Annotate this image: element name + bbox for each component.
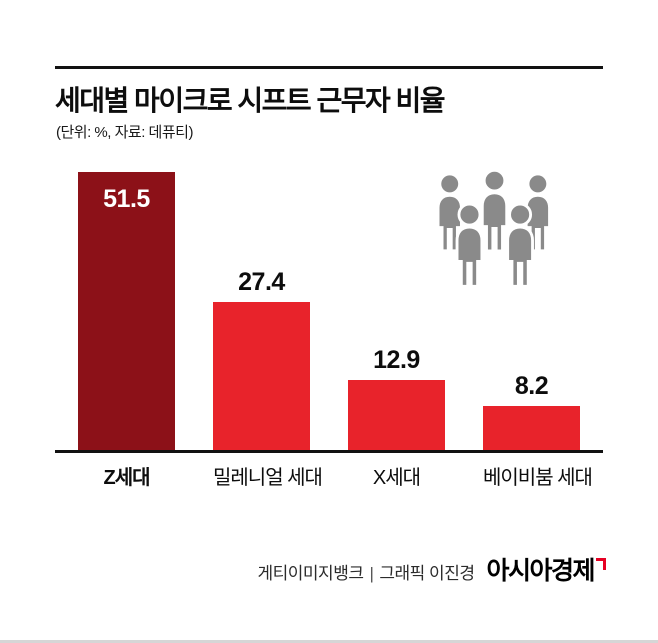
- chart-subtitle: (단위: %, 자료: 데퓨티): [56, 124, 193, 141]
- category-cell: X세대: [348, 461, 445, 490]
- bar: [483, 406, 580, 450]
- graphic-credit: 그래픽 이진경: [379, 564, 475, 583]
- category-cell: 베이비붐 세대: [483, 461, 593, 490]
- bars: 51.5 27.4 12.9 8.2: [55, 168, 603, 450]
- bar: [213, 302, 310, 450]
- publisher-logo: 아시아경제: [486, 551, 606, 587]
- category-label: Z세대: [103, 467, 150, 489]
- bar-group: 51.5: [78, 172, 175, 450]
- bar: [348, 380, 445, 450]
- category-label: 베이비붐 세대: [483, 467, 593, 489]
- category-labels: Z세대 밀레니얼 세대 X세대 베이비붐 세대: [55, 461, 603, 490]
- bar-group: 8.2: [483, 372, 580, 450]
- bar-value-label: 51.5: [103, 185, 150, 213]
- logo-mark-icon: [596, 558, 606, 570]
- bar: 51.5: [78, 172, 175, 450]
- category-label: 밀레니얼 세대: [213, 467, 323, 489]
- chart-title: 세대별 마이크로 시프트 근무자 비율: [55, 85, 446, 116]
- bar-group: 27.4: [213, 268, 310, 450]
- footer: 게티이미지뱅크 | 그래픽 이진경 아시아경제: [0, 551, 606, 587]
- x-axis-baseline: [55, 450, 603, 453]
- bar-value-label: 27.4: [238, 268, 285, 296]
- people-group-icon: [436, 170, 551, 288]
- bar-group: 12.9: [348, 346, 445, 450]
- bar-value-label: 12.9: [373, 346, 420, 374]
- category-cell: 밀레니얼 세대: [213, 461, 323, 490]
- category-label: X세대: [372, 467, 421, 489]
- credits: 게티이미지뱅크 | 그래픽 이진경: [258, 559, 475, 584]
- publisher-logo-text: 아시아경제: [486, 557, 595, 585]
- bar-value-label: 8.2: [514, 372, 549, 400]
- bottom-strip: [0, 640, 658, 643]
- top-rule: [55, 66, 603, 69]
- credit-separator: |: [369, 564, 374, 583]
- category-cell: Z세대: [78, 461, 175, 490]
- image-credit: 게티이미지뱅크: [257, 564, 364, 583]
